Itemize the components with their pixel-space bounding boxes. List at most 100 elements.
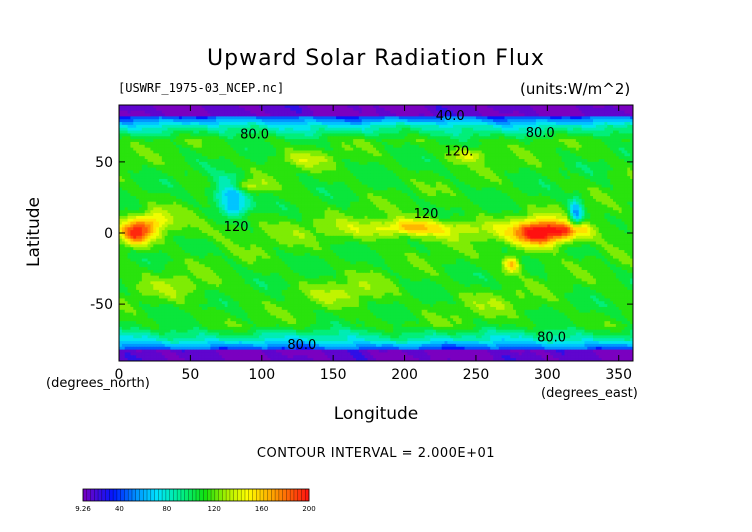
heatmap-cell xyxy=(430,116,434,120)
heatmap-cell xyxy=(170,173,174,177)
heatmap-cell xyxy=(413,107,417,112)
heatmap-cell xyxy=(313,167,317,171)
heatmap-cell xyxy=(495,176,500,180)
heatmap-cell xyxy=(293,161,297,166)
heatmap-cell xyxy=(164,119,168,123)
heatmap-cell xyxy=(130,178,134,183)
heatmap-cell xyxy=(176,136,180,140)
heatmap-cell xyxy=(575,113,580,117)
heatmap-cell xyxy=(198,153,203,157)
heatmap-cell xyxy=(144,130,148,134)
heatmap-cell xyxy=(281,130,286,134)
heatmap-cell xyxy=(141,139,146,143)
heatmap-cell xyxy=(401,150,405,154)
heatmap-cell xyxy=(184,147,188,151)
heatmap-cell xyxy=(276,167,280,171)
heatmap-cell xyxy=(567,136,571,140)
heatmap-cell xyxy=(310,136,314,140)
heatmap-cell xyxy=(321,181,325,186)
heatmap-cell xyxy=(313,141,317,146)
heatmap-cell xyxy=(607,173,611,177)
heatmap-cell xyxy=(575,139,580,143)
heatmap-cell xyxy=(278,122,283,126)
heatmap-cell xyxy=(193,150,197,154)
heatmap-cell xyxy=(173,130,177,134)
heatmap-cell xyxy=(553,167,557,171)
heatmap-cell xyxy=(261,178,266,183)
heatmap-cell xyxy=(510,139,514,143)
heatmap-cell xyxy=(167,133,171,137)
heatmap-cell xyxy=(395,141,400,146)
heatmap-cell xyxy=(298,173,303,177)
heatmap-cell xyxy=(261,107,266,112)
heatmap-cell xyxy=(247,161,251,166)
heatmap-cell xyxy=(475,119,480,123)
heatmap-cell xyxy=(213,150,217,154)
heatmap-cell xyxy=(121,116,126,120)
heatmap-cell xyxy=(524,116,528,120)
heatmap-cell xyxy=(156,181,160,186)
heatmap-cell xyxy=(484,133,488,137)
heatmap-cell xyxy=(504,124,508,129)
heatmap-cell xyxy=(341,153,345,157)
heatmap-cell xyxy=(464,153,468,157)
heatmap-cell xyxy=(587,124,591,129)
heatmap-cell xyxy=(581,127,585,131)
heatmap-cell xyxy=(250,119,254,123)
heatmap-cell xyxy=(595,176,600,180)
heatmap-cell xyxy=(535,130,540,134)
heatmap-cell xyxy=(250,153,254,157)
heatmap-cell xyxy=(327,124,331,129)
heatmap-cell xyxy=(150,156,154,160)
heatmap-cell xyxy=(273,153,277,157)
heatmap-cell xyxy=(578,164,582,168)
heatmap-cell xyxy=(256,133,260,137)
heatmap-cell xyxy=(484,176,488,180)
heatmap-cell xyxy=(284,141,288,146)
heatmap-cell xyxy=(624,176,628,180)
heatmap-cell xyxy=(384,170,388,174)
heatmap-cell xyxy=(213,159,217,163)
heatmap-cell xyxy=(567,133,571,137)
heatmap-cell xyxy=(204,173,208,177)
heatmap-cell xyxy=(138,167,143,171)
heatmap-cell xyxy=(461,170,465,174)
heatmap-cell xyxy=(470,161,474,166)
heatmap-cell xyxy=(630,159,633,163)
heatmap-cell xyxy=(338,181,343,186)
heatmap-cell xyxy=(221,127,226,131)
heatmap-cell xyxy=(450,139,454,143)
heatmap-cell xyxy=(553,124,557,129)
heatmap-cell xyxy=(193,153,197,157)
heatmap-cell xyxy=(435,127,440,131)
heatmap-cell xyxy=(493,170,497,174)
heatmap-cell xyxy=(167,176,171,180)
heatmap-cell xyxy=(318,170,323,174)
heatmap-cell xyxy=(336,178,340,183)
heatmap-cell xyxy=(233,124,237,129)
heatmap-cell xyxy=(304,161,308,166)
heatmap-cell xyxy=(227,181,231,186)
heatmap-cell xyxy=(507,156,511,160)
heatmap-cell xyxy=(201,161,206,166)
heatmap-cell xyxy=(450,176,454,180)
heatmap-cell xyxy=(193,110,197,114)
heatmap-cell xyxy=(424,147,428,151)
heatmap-cell xyxy=(555,156,560,160)
heatmap-cell xyxy=(338,105,343,109)
heatmap-cell xyxy=(398,144,403,149)
heatmap-cell xyxy=(407,116,411,120)
heatmap-cell xyxy=(424,159,428,163)
heatmap-cell xyxy=(321,159,325,163)
heatmap-cell xyxy=(256,156,260,160)
heatmap-cell xyxy=(601,159,605,163)
heatmap-cell xyxy=(310,173,314,177)
heatmap-cell xyxy=(121,113,126,117)
heatmap-cell xyxy=(521,124,525,129)
heatmap-cell xyxy=(453,110,457,114)
heatmap-cell xyxy=(515,105,520,109)
heatmap-cell xyxy=(124,119,128,123)
heatmap-cell xyxy=(533,105,537,109)
heatmap-cell xyxy=(258,119,263,123)
heatmap-cell xyxy=(450,127,454,131)
